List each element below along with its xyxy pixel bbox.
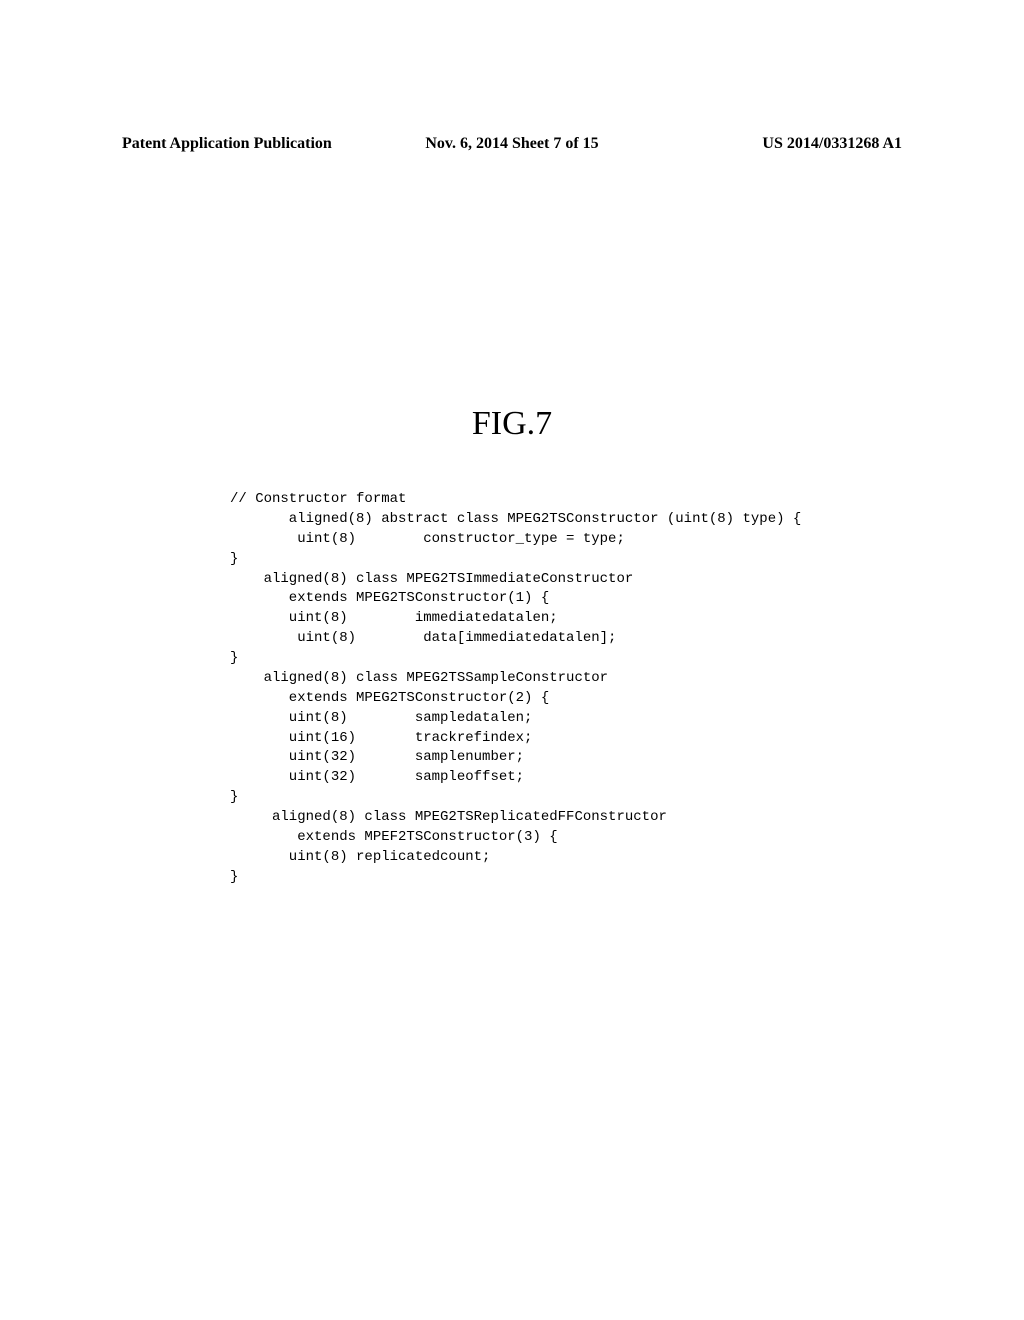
code-line: aligned(8) class MPEG2TSReplicatedFFCons… [230,809,667,825]
code-line: aligned(8) abstract class MPEG2TSConstru… [230,511,801,527]
code-line: extends MPEG2TSConstructor(2) { [230,690,549,706]
header-center: Nov. 6, 2014 Sheet 7 of 15 [425,135,598,153]
header-right: US 2014/0331268 A1 [762,135,902,153]
code-line: uint(8) data[immediatedatalen]; [230,630,616,646]
code-line: } [230,650,238,666]
figure-title: FIG.7 [472,405,552,443]
code-line: uint(8) constructor_type = type; [230,531,625,547]
code-block: // Constructor format aligned(8) abstrac… [230,490,801,888]
code-line: uint(8) replicatedcount; [230,849,490,865]
code-line: uint(32) sampleoffset; [230,769,524,785]
code-line: uint(8) immediatedatalen; [230,610,558,626]
code-line: aligned(8) class MPEG2TSImmediateConstru… [230,571,633,587]
page-header: Patent Application Publication Nov. 6, 2… [122,135,902,153]
header-left: Patent Application Publication [122,135,332,153]
code-line: extends MPEG2TSConstructor(1) { [230,590,549,606]
code-line: extends MPEF2TSConstructor(3) { [230,829,558,845]
code-line: uint(32) samplenumber; [230,749,524,765]
code-line: } [230,551,238,567]
code-line: } [230,789,238,805]
code-line: // Constructor format [230,491,406,507]
code-line: aligned(8) class MPEG2TSSampleConstructo… [230,670,608,686]
code-line: } [230,869,238,885]
code-line: uint(8) sampledatalen; [230,710,532,726]
code-line: uint(16) trackrefindex; [230,730,532,746]
